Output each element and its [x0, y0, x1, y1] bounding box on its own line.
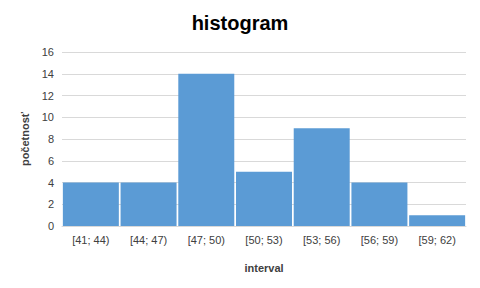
svg-text:[50; 53): [50; 53) — [245, 234, 282, 246]
svg-text:0: 0 — [48, 220, 54, 232]
svg-text:16: 16 — [42, 46, 54, 58]
svg-text:2: 2 — [48, 198, 54, 210]
svg-text:12: 12 — [42, 90, 54, 102]
svg-text:10: 10 — [42, 111, 54, 123]
svg-text:[53; 56): [53; 56) — [303, 234, 340, 246]
svg-text:[41; 44): [41; 44) — [72, 234, 109, 246]
svg-text:[56; 59): [56; 59) — [361, 234, 398, 246]
svg-text:interval: interval — [244, 262, 283, 274]
svg-text:8: 8 — [48, 133, 54, 145]
svg-text:histogram: histogram — [192, 12, 289, 34]
svg-text:14: 14 — [42, 68, 54, 80]
svg-text:6: 6 — [48, 155, 54, 167]
svg-text:početnosť: početnosť — [19, 111, 31, 166]
svg-text:4: 4 — [48, 177, 54, 189]
svg-text:[59; 62): [59; 62) — [418, 234, 455, 246]
svg-text:[47; 50): [47; 50) — [188, 234, 225, 246]
svg-text:[44; 47): [44; 47) — [130, 234, 167, 246]
